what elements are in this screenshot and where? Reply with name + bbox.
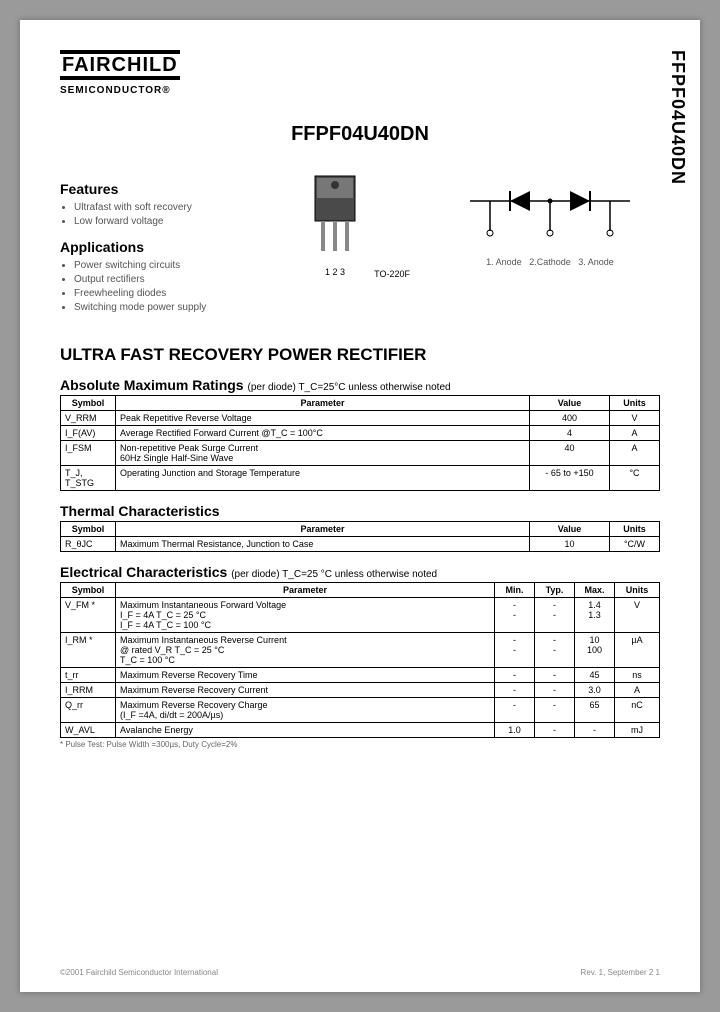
table-row: I_RM *Maximum Instantaneous Reverse Curr… [61, 633, 660, 668]
diode-symbol-icon [460, 171, 640, 251]
application-item: Output rectifiers [74, 273, 230, 287]
elec-heading: Electrical Characteristics (per diode) T… [60, 564, 660, 580]
table-row: W_AVLAvalanche Energy1.0--mJ [61, 723, 660, 738]
application-item: Switching mode power supply [74, 301, 230, 315]
table-row: I_RRMMaximum Reverse Recovery Current--3… [61, 683, 660, 698]
th-max: Max. [575, 583, 615, 598]
th-parameter: Parameter [116, 396, 530, 411]
thermal-heading: Thermal Characteristics [60, 503, 660, 519]
table-row: I_F(AV)Average Rectified Forward Current… [61, 426, 660, 441]
table-header-row: Symbol Parameter Min. Typ. Max. Units [61, 583, 660, 598]
table-row: V_FM *Maximum Instantaneous Forward Volt… [61, 598, 660, 633]
thermal-table: Symbol Parameter Value Units R_θJCMaximu… [60, 521, 660, 552]
pin-labels: 1. Anode 2.Cathode 3. Anode [440, 257, 660, 267]
elec-cond: (per diode) T_C=25 °C unless otherwise n… [231, 569, 437, 580]
page-footer: ©2001 Fairchild Semiconductor Internatio… [60, 968, 660, 977]
pin1-label: 1. Anode [486, 257, 522, 267]
amr-heading-text: Absolute Maximum Ratings [60, 377, 244, 393]
th-min: Min. [495, 583, 535, 598]
applications-heading: Applications [60, 239, 230, 255]
table-row: I_FSMNon-repetitive Peak Surge Current 6… [61, 441, 660, 466]
table-header-row: Symbol Parameter Value Units [61, 396, 660, 411]
part-title: FFPF04U40DN [60, 123, 660, 146]
elec-table: Symbol Parameter Min. Typ. Max. Units V_… [60, 582, 660, 738]
feature-item: Low forward voltage [74, 215, 230, 229]
th-value: Value [530, 522, 610, 537]
package-diagram-col: 1 2 3 TO-220F [260, 171, 410, 315]
elec-heading-text: Electrical Characteristics [60, 564, 227, 580]
side-part-number: FFPF04U40DN [667, 50, 688, 185]
datasheet-page: FFPF04U40DN FAIRCHILD SEMICONDUCTOR® FFP… [20, 20, 700, 992]
package-icon [295, 171, 375, 261]
th-symbol: Symbol [61, 583, 116, 598]
table-row: R_θJCMaximum Thermal Resistance, Junctio… [61, 537, 660, 552]
amr-table: Symbol Parameter Value Units V_RRMPeak R… [60, 395, 660, 491]
amr-cond: (per diode) T_C=25°C unless otherwise no… [247, 382, 450, 393]
applications-list: Power switching circuits Output rectifie… [60, 259, 230, 315]
th-value: Value [530, 396, 610, 411]
th-units: Units [615, 583, 660, 598]
th-symbol: Symbol [61, 396, 116, 411]
company-logo: FAIRCHILD SEMICONDUCTOR® [60, 50, 660, 98]
th-parameter: Parameter [116, 583, 495, 598]
amr-heading: Absolute Maximum Ratings (per diode) T_C… [60, 377, 660, 393]
circuit-symbol-col: 1. Anode 2.Cathode 3. Anode [440, 171, 660, 315]
table-row: V_RRMPeak Repetitive Reverse Voltage400V [61, 411, 660, 426]
th-typ: Typ. [535, 583, 575, 598]
table-row: t_rrMaximum Reverse Recovery Time--45ns [61, 668, 660, 683]
elec-footnote: * Pulse Test: Pulse Width =300µs, Duty C… [60, 740, 660, 749]
table-row: T_J, T_STGOperating Junction and Storage… [61, 466, 660, 491]
logo-top-text: FAIRCHILD [60, 50, 180, 80]
application-item: Power switching circuits [74, 259, 230, 273]
features-applications-col: Features Ultrafast with soft recovery Lo… [60, 171, 230, 315]
feature-item: Ultrafast with soft recovery [74, 201, 230, 215]
table-header-row: Symbol Parameter Value Units [61, 522, 660, 537]
th-units: Units [610, 522, 660, 537]
pin3-label: 3. Anode [578, 257, 614, 267]
logo-bottom-text: SEMICONDUCTOR® [60, 85, 171, 96]
features-list: Ultrafast with soft recovery Low forward… [60, 201, 230, 229]
pin2-label: 2.Cathode [529, 257, 571, 267]
th-units: Units [610, 396, 660, 411]
main-heading: ULTRA FAST RECOVERY POWER RECTIFIER [60, 345, 660, 365]
top-info-row: Features Ultrafast with soft recovery Lo… [60, 171, 660, 315]
th-parameter: Parameter [116, 522, 530, 537]
table-row: Q_rrMaximum Reverse Recovery Charge (I_F… [61, 698, 660, 723]
footer-left: ©2001 Fairchild Semiconductor Internatio… [60, 968, 218, 977]
th-symbol: Symbol [61, 522, 116, 537]
features-heading: Features [60, 181, 230, 197]
application-item: Freewheeling diodes [74, 287, 230, 301]
footer-right: Rev. 1, September 2 1 [581, 968, 660, 977]
